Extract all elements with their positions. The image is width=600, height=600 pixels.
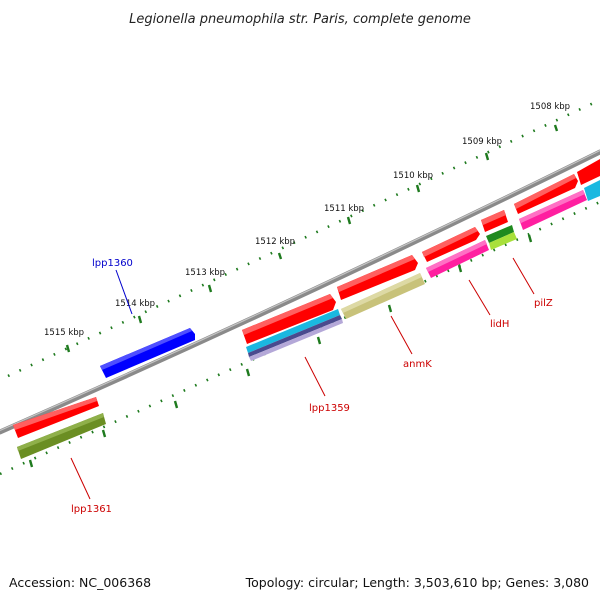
cog-bar-magenta-lidh — [426, 240, 489, 278]
cog-bar-magenta-next — [519, 190, 587, 230]
inner-major-ticks — [28, 234, 533, 468]
genome-backbone — [0, 149, 600, 435]
leader-line-lidH — [468, 279, 491, 316]
major-tick — [553, 124, 559, 132]
inner-tick-track — [0, 200, 600, 476]
major-tick — [415, 184, 421, 193]
leader-line-lpp1360 — [115, 269, 133, 315]
cog-bar-cyan — [246, 309, 340, 353]
gene-lpp1360-shape — [100, 328, 195, 378]
kbp-label: 1511 kbp — [324, 204, 364, 214]
gene-label-lpp1360: lpp1360 — [92, 258, 133, 269]
genome-backbone-highlight — [0, 149, 600, 432]
gene-pilZ-shape — [481, 210, 508, 232]
gene-label-anmK: anmK — [403, 359, 432, 370]
leader-line-lpp1361 — [70, 457, 91, 500]
major-tick — [387, 304, 393, 313]
kbp-label: 1514 kbp — [115, 299, 155, 309]
leader-line-lpp1359 — [304, 356, 326, 397]
map-title: Legionella pneumophila str. Paris, compl… — [129, 12, 471, 27]
kbp-label: 1508 kbp — [530, 102, 570, 112]
gene-label-pilZ: pilZ — [534, 298, 553, 309]
cog-bar-darkgreen — [486, 225, 514, 243]
gene-lpp1361-shape — [13, 397, 99, 438]
major-tick — [245, 368, 251, 377]
gene-edge-shape — [577, 159, 600, 185]
kbp-label: 1509 kbp — [462, 137, 502, 147]
gene-label-lpp1361: lpp1361 — [71, 504, 112, 515]
cog-bar-khaki — [341, 273, 425, 319]
major-tick — [484, 152, 490, 161]
accession-label: Accession: NC_006368 — [9, 575, 151, 590]
major-tick — [173, 400, 179, 409]
gene-annotations: lpp1360 lpp1359 anmK lidH pilZ lpp1361 — [70, 257, 553, 515]
cog-bar-cyan-edge — [584, 180, 600, 201]
gene-next-shape — [514, 174, 578, 214]
outer-tick-track — [7, 98, 600, 378]
major-tick — [207, 284, 213, 293]
major-tick — [527, 234, 533, 243]
major-tick — [137, 315, 143, 324]
gene-lpp1359-shape — [242, 294, 336, 344]
major-tick — [346, 216, 352, 225]
cog-bar-slate — [248, 315, 342, 357]
kbp-label: 1512 kbp — [255, 237, 295, 247]
leader-line-pilZ — [512, 257, 535, 295]
cog-bar-olive — [17, 413, 106, 459]
kbp-label: 1513 kbp — [185, 268, 225, 278]
major-tick — [101, 429, 107, 438]
gene-label-lpp1359: lpp1359 — [309, 403, 350, 414]
major-tick — [277, 252, 283, 260]
kbp-label: 1515 kbp — [44, 328, 84, 338]
leader-line-anmK — [390, 315, 413, 355]
major-tick — [316, 336, 322, 345]
kbp-labels: 1508 kbp 1509 kbp 1510 kbp 1511 kbp 1512… — [44, 102, 570, 338]
major-tick — [457, 264, 463, 273]
gene-label-lidH: lidH — [490, 319, 509, 330]
major-tick — [65, 344, 71, 353]
genome-summary: Topology: circular; Length: 3,503,610 bp… — [245, 575, 589, 590]
gene-anmK-shape — [337, 255, 418, 300]
cog-bar-lavender — [249, 319, 343, 361]
major-tick — [28, 459, 34, 468]
gene-lidH-shape — [422, 227, 480, 262]
kbp-label: 1510 kbp — [393, 171, 433, 181]
forward-strand-genes — [13, 159, 600, 438]
cog-bars — [17, 180, 600, 459]
cog-bar-lime — [489, 232, 517, 250]
outer-major-ticks — [65, 124, 559, 353]
